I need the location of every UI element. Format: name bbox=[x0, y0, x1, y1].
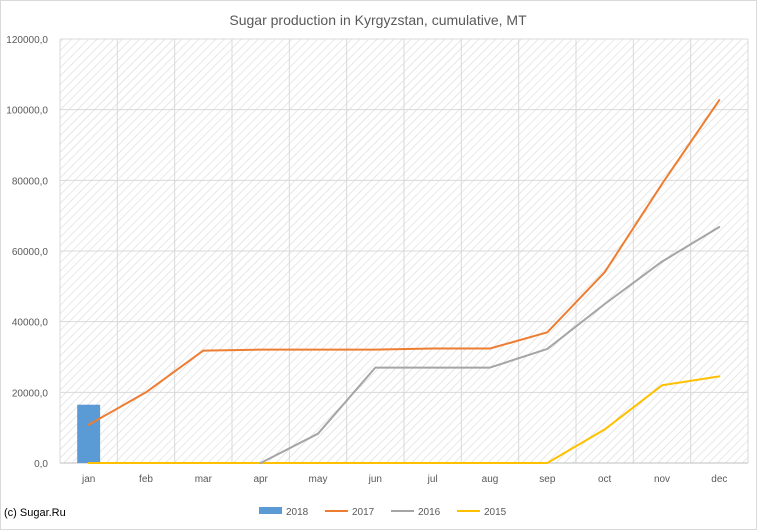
y-tick-label: 40000,0 bbox=[12, 318, 49, 329]
x-tick-label: oct bbox=[598, 474, 612, 485]
x-tick-label: mar bbox=[195, 474, 213, 485]
line-series-2015 bbox=[87, 375, 721, 464]
y-tick-label: 0,0 bbox=[34, 459, 48, 470]
y-tick-label: 80000,0 bbox=[12, 176, 49, 187]
x-tick-label: jul bbox=[427, 474, 438, 485]
y-tick-label: 120000,0 bbox=[6, 35, 48, 46]
bar-2018-jan bbox=[77, 404, 101, 463]
y-tick-label: 100000,0 bbox=[6, 106, 48, 117]
x-tick-label: jun bbox=[368, 474, 382, 485]
x-tick-label: feb bbox=[139, 474, 153, 485]
y-tick-label: 60000,0 bbox=[12, 247, 49, 258]
legend-label-2018: 2018 bbox=[286, 507, 309, 518]
chart-title: Sugar production in Kyrgyzstan, cumulati… bbox=[229, 12, 527, 28]
line-series-2017 bbox=[87, 99, 721, 426]
legend-label-2017: 2017 bbox=[352, 507, 375, 518]
x-tick-label: sep bbox=[539, 474, 556, 485]
x-tick-label: apr bbox=[253, 474, 268, 485]
credit-text: (c) Sugar.Ru bbox=[4, 507, 66, 519]
legend-label-2016: 2016 bbox=[418, 507, 441, 518]
x-tick-label: aug bbox=[482, 474, 499, 485]
legend-swatch-2018 bbox=[259, 507, 282, 514]
x-tick-label: may bbox=[309, 474, 328, 485]
x-tick-label: jan bbox=[81, 474, 95, 485]
legend-label-2015: 2015 bbox=[484, 507, 507, 518]
x-tick-label: nov bbox=[654, 474, 670, 485]
x-tick-label: dec bbox=[711, 474, 727, 485]
y-tick-label: 20000,0 bbox=[12, 388, 49, 399]
